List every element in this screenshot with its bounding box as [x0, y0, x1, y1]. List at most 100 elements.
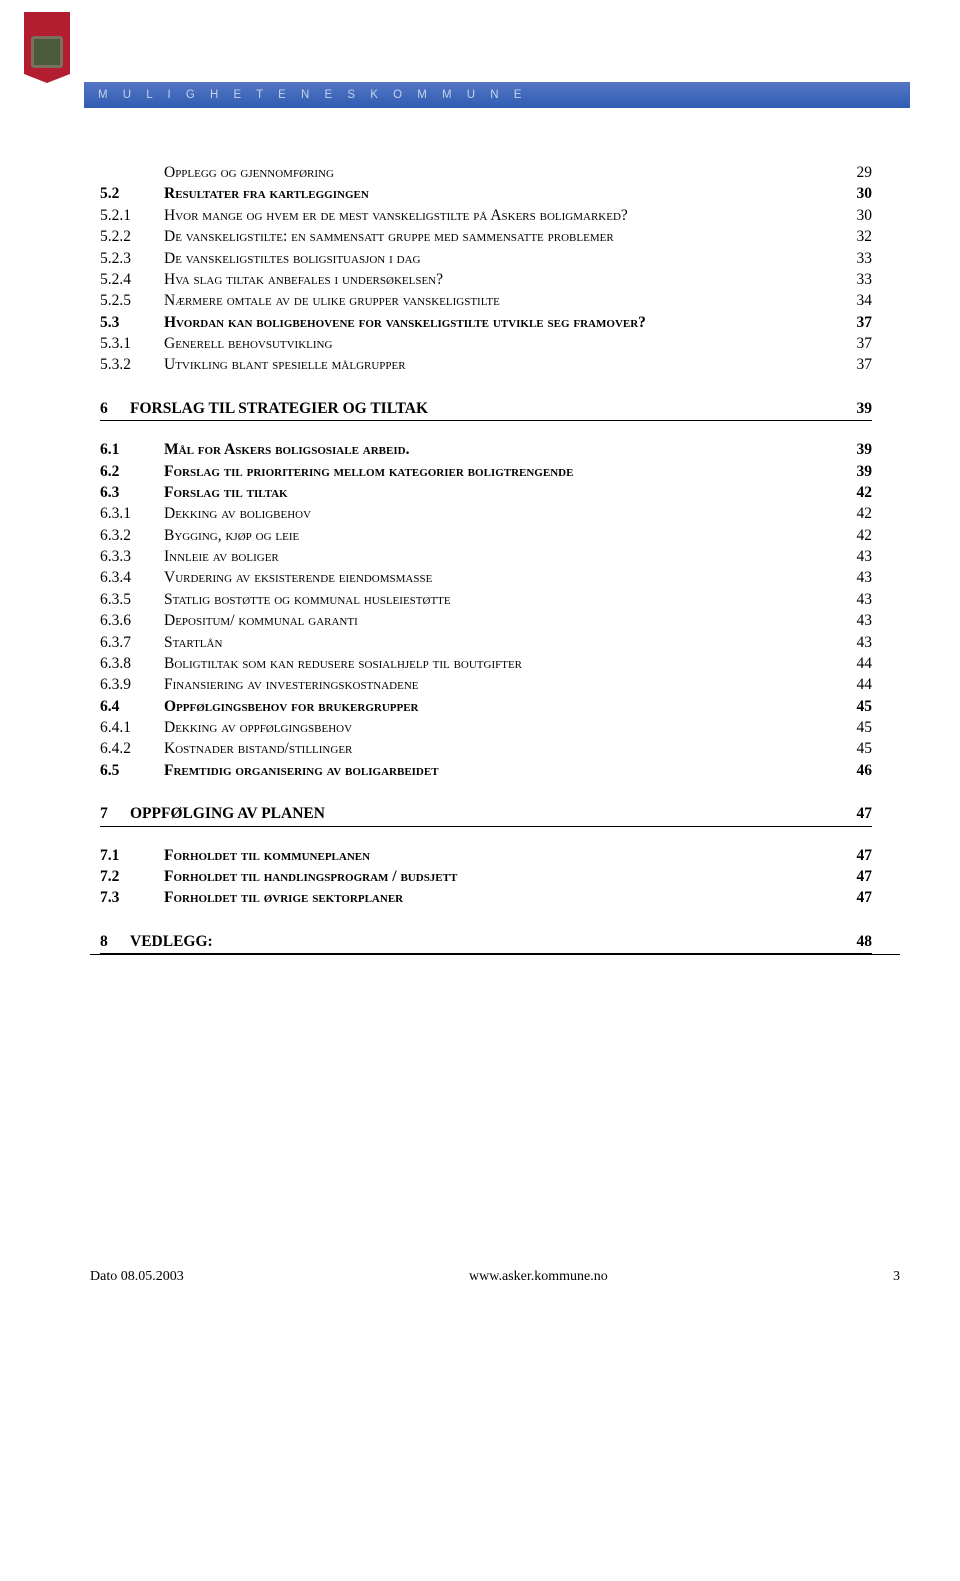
toc-title: Oppfølgingsbehov for brukergrupper: [164, 696, 419, 717]
toc-title: Kostnader bistand/stillinger: [164, 738, 352, 759]
toc-group-7: 7.1Forholdet til kommuneplanen477.2Forho…: [100, 845, 872, 909]
toc-page: 39: [838, 461, 872, 482]
toc-page: 45: [838, 696, 872, 717]
toc-title: Boligtiltak som kan redusere sosialhjelp…: [164, 653, 522, 674]
toc-row: 5.2.1Hvor mange og hvem er de mest vansk…: [100, 205, 872, 226]
toc-row-left: 6.3.9Finansiering av investeringskostnad…: [100, 674, 838, 695]
toc-title: Forslag til prioritering mellom kategori…: [164, 461, 573, 482]
toc-title: OPPFØLGING AV PLANEN: [130, 803, 857, 824]
toc-num: 6.2: [100, 461, 164, 482]
toc-num: 7.2: [100, 866, 164, 887]
toc-row-left: 6.4.1Dekking av oppfølgingsbehov: [100, 717, 838, 738]
toc-title: Generell behovsutvikling: [164, 333, 332, 354]
toc-row-left: 5.2.5Nærmere omtale av de ulike grupper …: [100, 290, 838, 311]
toc-page: 37: [838, 312, 872, 333]
toc-row-left: 7.1Forholdet til kommuneplanen: [100, 845, 838, 866]
toc-row-left: 5.3.2Utvikling blant spesielle målgruppe…: [100, 354, 838, 375]
toc-row: 6.3.5Statlig bostøtte og kommunal huslei…: [100, 589, 872, 610]
toc-row: 5.3Hvordan kan boligbehovene for vanskel…: [100, 312, 872, 333]
toc-title: Resultater fra kartleggingen: [164, 183, 369, 204]
toc-heading-7: 7 OPPFØLGING AV PLANEN 47: [100, 803, 872, 826]
toc-title: Depositum/ kommunal garanti: [164, 610, 358, 631]
toc-row: 5.2.3De vanskeligstiltes boligsituasjon …: [100, 248, 872, 269]
toc-row: 6.2Forslag til prioritering mellom kateg…: [100, 461, 872, 482]
toc-page: 30: [838, 183, 872, 204]
toc-num: 6.3.2: [100, 525, 164, 546]
toc-page: 39: [857, 398, 873, 419]
toc-title: Hvor mange og hvem er de mest vanskeligs…: [164, 205, 628, 226]
toc-row: 5.2.5Nærmere omtale av de ulike grupper …: [100, 290, 872, 311]
toc-page: 43: [838, 567, 872, 588]
toc-row: 6.3.8Boligtiltak som kan redusere sosial…: [100, 653, 872, 674]
toc-title: Vurdering av eksisterende eiendomsmasse: [164, 567, 432, 588]
toc-page: 45: [838, 717, 872, 738]
footer-date: Dato 08.05.2003: [90, 1269, 184, 1285]
toc-num: 7: [100, 803, 130, 824]
toc-title: Forholdet til øvrige sektorplaner: [164, 887, 403, 908]
toc-num: 6.3.5: [100, 589, 164, 610]
toc-title: Hvordan kan boligbehovene for vanskeligs…: [164, 312, 646, 333]
toc-num: 7.3: [100, 887, 164, 908]
toc-title: Opplegg og gjennomføring: [164, 162, 334, 183]
toc-page: 39: [838, 439, 872, 460]
toc-page: 43: [838, 589, 872, 610]
toc-title: Dekking av boligbehov: [164, 503, 311, 524]
toc-num: 6.3.8: [100, 653, 164, 674]
toc-num: 6.3.4: [100, 567, 164, 588]
toc-row-left: 6.5Fremtidig organisering av boligarbeid…: [100, 760, 838, 781]
toc-row-left: 6.2Forslag til prioritering mellom kateg…: [100, 461, 838, 482]
toc-row-left: 5.3Hvordan kan boligbehovene for vanskel…: [100, 312, 838, 333]
toc-num: 6.3.9: [100, 674, 164, 695]
toc-title: Finansiering av investeringskostnadene: [164, 674, 419, 695]
toc-title: Hva slag tiltak anbefales i undersøkelse…: [164, 269, 443, 290]
tagline-strip: M U L I G H E T E N E S K O M M U N E: [84, 82, 910, 108]
logo-row: [24, 12, 910, 74]
toc-row: 6.3.1Dekking av boligbehov 42: [100, 503, 872, 524]
toc-page: 43: [838, 632, 872, 653]
toc-row: 7.2Forholdet til handlingsprogram / buds…: [100, 866, 872, 887]
toc-num: 5.3.1: [100, 333, 164, 354]
toc-page: 47: [838, 845, 872, 866]
toc-page: 43: [838, 610, 872, 631]
toc-title: Mål for Askers boligsosiale arbeid.: [164, 439, 409, 460]
toc-heading-6: 6 FORSLAG TIL STRATEGIER OG TILTAK 39: [100, 398, 872, 421]
toc-page: 47: [838, 866, 872, 887]
toc-row: 7.3Forholdet til øvrige sektorplaner47: [100, 887, 872, 908]
toc-group-5: Opplegg og gjennomføring295.2Resultater …: [100, 162, 872, 376]
toc-num: 6.3.6: [100, 610, 164, 631]
toc-num: 6.3.1: [100, 503, 164, 524]
toc-row: 5.2.4Hva slag tiltak anbefales i undersø…: [100, 269, 872, 290]
toc-title: Nærmere omtale av de ulike grupper vansk…: [164, 290, 500, 311]
toc-num: 6.4.2: [100, 738, 164, 759]
toc-title: De vanskeligstiltes boligsituasjon i dag: [164, 248, 420, 269]
toc-row-left: 6.1Mål for Askers boligsosiale arbeid.: [100, 439, 838, 460]
toc-num: 6.5: [100, 760, 164, 781]
toc-num: 5.2.1: [100, 205, 164, 226]
toc-row: 5.2.2De vanskeligstilte: en sammensatt g…: [100, 226, 872, 247]
toc-content: Opplegg og gjennomføring295.2Resultater …: [0, 108, 960, 954]
toc-row-left: 6.4.2Kostnader bistand/stillinger: [100, 738, 838, 759]
toc-page: 45: [838, 738, 872, 759]
toc-row-left: Opplegg og gjennomføring: [100, 162, 838, 183]
toc-title: Utvikling blant spesielle målgrupper: [164, 354, 406, 375]
toc-row: 6.3.7Startlån43: [100, 632, 872, 653]
toc-page: 44: [838, 653, 872, 674]
toc-row-left: 6.4Oppfølgingsbehov for brukergrupper: [100, 696, 838, 717]
footer-rule: [90, 954, 900, 955]
toc-row: 6.3.9Finansiering av investeringskostnad…: [100, 674, 872, 695]
toc-page: 44: [838, 674, 872, 695]
toc-row: 6.3.6Depositum/ kommunal garanti 43: [100, 610, 872, 631]
toc-title: Forholdet til kommuneplanen: [164, 845, 370, 866]
toc-row: 7.1Forholdet til kommuneplanen47: [100, 845, 872, 866]
toc-row-left: 6.3.2Bygging, kjøp og leie: [100, 525, 838, 546]
toc-title: Fremtidig organisering av boligarbeidet: [164, 760, 439, 781]
toc-row-left: 6.3.4Vurdering av eksisterende eiendomsm…: [100, 567, 838, 588]
toc-num: 8: [100, 931, 130, 952]
toc-title: Innleie av boliger: [164, 546, 279, 567]
toc-heading-8: 8 VEDLEGG: 48: [100, 931, 872, 954]
document-header: M U L I G H E T E N E S K O M M U N E: [24, 12, 910, 108]
toc-page: 42: [838, 503, 872, 524]
toc-row: Opplegg og gjennomføring29: [100, 162, 872, 183]
toc-row-left: 7.2Forholdet til handlingsprogram / buds…: [100, 866, 838, 887]
toc-page: 32: [838, 226, 872, 247]
